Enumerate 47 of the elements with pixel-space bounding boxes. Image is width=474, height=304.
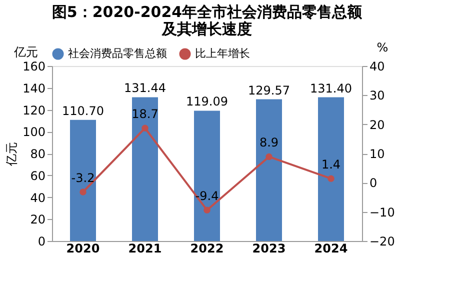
data-label: 110.70 bbox=[62, 104, 104, 118]
y-tick-label: 80 bbox=[30, 147, 46, 161]
point bbox=[328, 175, 334, 182]
data-label: 18.7 bbox=[132, 107, 158, 122]
bar bbox=[70, 120, 96, 241]
text: 图5：2020-2024年全市社会消费品零售总额 bbox=[52, 3, 362, 21]
data-label: -3.2 bbox=[71, 171, 95, 185]
legend-label: 社会消费品零售总额 bbox=[68, 47, 167, 60]
bar bbox=[132, 97, 158, 241]
y2-tick-label: 30 bbox=[370, 88, 385, 103]
y2-tick-label: 40 bbox=[370, 60, 385, 74]
y2-tick-label: 20 bbox=[370, 118, 385, 132]
y2-tick-label: −20 bbox=[370, 234, 395, 248]
y2-tick-label: −10 bbox=[370, 205, 395, 220]
legend-label: 比上年增长 bbox=[195, 47, 250, 60]
bar bbox=[194, 110, 220, 241]
data-label: 119.09 bbox=[186, 94, 228, 109]
x-tick-label: 2024 bbox=[314, 242, 348, 256]
y2-axis-title: % bbox=[376, 40, 388, 54]
data-label: 1.4 bbox=[321, 158, 341, 172]
point bbox=[204, 206, 210, 214]
data-label: 131.40 bbox=[310, 81, 352, 96]
bar bbox=[318, 97, 344, 241]
point bbox=[266, 153, 272, 160]
y-tick-label: 100 bbox=[22, 125, 46, 140]
point bbox=[80, 188, 86, 196]
text: 及其增长速度 bbox=[162, 20, 252, 38]
y2-tick-label: 0 bbox=[370, 176, 378, 190]
bar bbox=[256, 99, 282, 241]
data-label: 8.9 bbox=[259, 136, 279, 150]
text: 亿元 bbox=[13, 45, 38, 59]
y-tick-label: 40 bbox=[30, 190, 46, 205]
x-tick-label: 2020 bbox=[66, 242, 100, 256]
y2-tick-label: 10 bbox=[370, 147, 385, 161]
data-label: 129.57 bbox=[248, 83, 290, 98]
x-tick-label: 2023 bbox=[252, 242, 286, 256]
y-axis-title: 亿元 bbox=[4, 142, 19, 167]
y-tick-label: 60 bbox=[30, 168, 46, 183]
y-tick-label: 120 bbox=[22, 103, 46, 118]
x-tick-label: 2022 bbox=[190, 242, 224, 256]
y-tick-label: 20 bbox=[30, 212, 46, 227]
y-tick-label: 140 bbox=[22, 81, 46, 96]
x-tick-label: 2021 bbox=[128, 242, 162, 256]
point bbox=[142, 124, 148, 132]
data-label: 131.44 bbox=[124, 81, 166, 96]
y-tick-label: 0 bbox=[38, 234, 46, 248]
y-tick-label: 160 bbox=[22, 60, 46, 74]
